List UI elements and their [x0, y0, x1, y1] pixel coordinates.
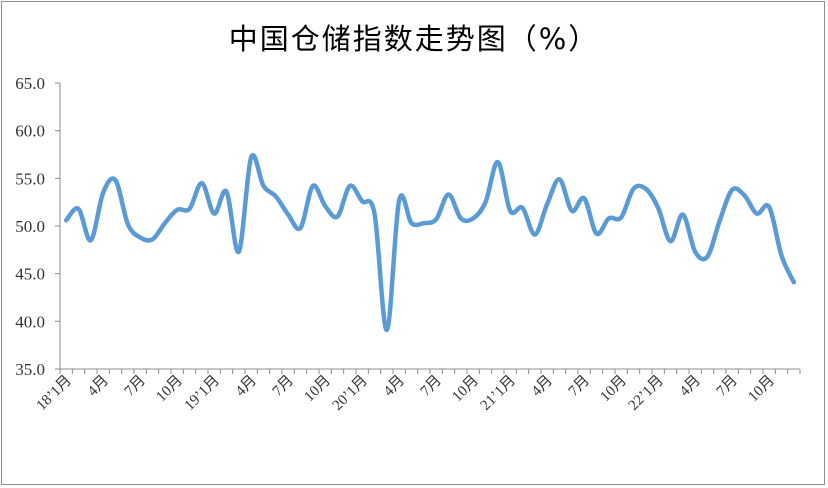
x-tick-label: 7月	[714, 373, 741, 400]
x-tick-label: 21’1月	[478, 373, 519, 414]
x-tick-label: 7月	[418, 373, 445, 400]
series-group	[63, 152, 797, 333]
y-tick-label: 50.0	[15, 217, 45, 236]
y-tick-label: 55.0	[15, 169, 45, 188]
x-tick-label: 4月	[85, 373, 112, 400]
x-tick-label: 10月	[449, 373, 482, 406]
x-tick-label: 10月	[301, 373, 334, 406]
x-tick-label: 10月	[153, 373, 186, 406]
series-line	[63, 152, 797, 333]
y-tick-labels: 35.0 40.0 45.0 50.0 55.0 60.0 65.0	[15, 74, 60, 379]
x-tick-label: 10月	[597, 373, 630, 406]
x-tick-label: 4月	[381, 373, 408, 400]
y-tick-label: 35.0	[15, 360, 45, 379]
x-tick-label: 7月	[566, 373, 593, 400]
y-tick-label: 40.0	[15, 312, 45, 331]
x-tick-label: 22’1月	[626, 373, 667, 414]
x-tick-label: 10月	[745, 373, 778, 406]
y-tick-label: 60.0	[15, 122, 45, 141]
x-tick-label: 19’1月	[182, 373, 223, 414]
x-tick-label: 7月	[270, 373, 297, 400]
x-tick-label: 20’1月	[330, 373, 371, 414]
chart-title: 中国仓储指数走势图（%）	[228, 22, 600, 56]
y-tick-label: 65.0	[15, 74, 45, 93]
x-tick-label: 4月	[677, 373, 704, 400]
x-tick-label: 4月	[529, 373, 556, 400]
x-tick-label: 7月	[122, 373, 149, 400]
y-tick-label: 45.0	[15, 265, 45, 284]
x-tick-label: 4月	[233, 373, 260, 400]
